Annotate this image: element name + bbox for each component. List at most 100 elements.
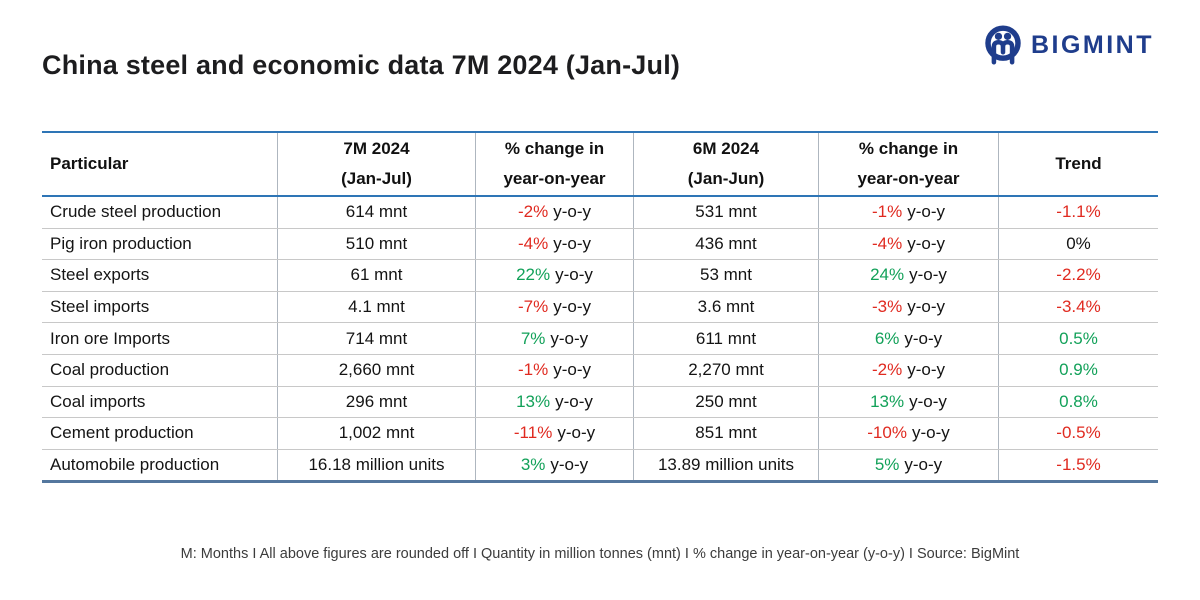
pct-change-6m-value: 24% <box>870 265 905 285</box>
trend-value: -2.2% <box>1056 265 1101 285</box>
cell-6m-change: -4% y-o-y <box>818 228 998 260</box>
pct-change-7m-value: 7% <box>520 328 546 348</box>
cell-6m-value: 250 mnt <box>633 386 818 418</box>
yoy-suffix: y-o-y <box>907 297 945 317</box>
pct-change-6m-value: 6% <box>874 328 900 348</box>
cell-7m-value: 296 mnt <box>277 386 475 418</box>
cell-6m-change: -10% y-o-y <box>818 418 998 449</box>
yoy-suffix: y-o-y <box>911 423 950 443</box>
yoy-suffix: y-o-y <box>909 391 947 411</box>
cell-7m-change: 7% y-o-y <box>475 323 633 354</box>
trend-value: 0.9% <box>1059 360 1098 380</box>
yoy-suffix: y-o-y <box>550 328 589 348</box>
pct-change-7m-value: -2% <box>517 202 549 222</box>
pct-change-7m-value: -11% <box>513 423 553 443</box>
cell-7m-value: 16.18 million units <box>277 449 475 481</box>
cell-trend: 0% <box>998 228 1158 260</box>
yoy-suffix: y-o-y <box>907 202 945 222</box>
cell-trend: 0.5% <box>998 323 1158 354</box>
cell-6m-value: 2,270 mnt <box>633 354 818 386</box>
cell-6m-value: 531 mnt <box>633 197 818 228</box>
cell-trend: -0.5% <box>998 418 1158 449</box>
cell-6m-change: -3% y-o-y <box>818 291 998 323</box>
cell-trend: -1.5% <box>998 449 1158 481</box>
table-body: Crude steel production 614 mnt -2% y-o-y… <box>42 197 1158 484</box>
table-row: Cement production 1,002 mnt -11% y-o-y 8… <box>42 418 1158 450</box>
yoy-suffix: y-o-y <box>909 265 947 285</box>
cell-trend: 0.8% <box>998 386 1158 418</box>
pct-change-6m-value: -10% <box>867 423 907 443</box>
cell-particular: Coal imports <box>50 391 146 411</box>
yoy-suffix: y-o-y <box>907 233 945 253</box>
cell-particular: Automobile production <box>50 455 220 475</box>
cell-7m-change: -2% y-o-y <box>475 197 633 228</box>
header-trend: Trend <box>998 133 1158 195</box>
cell-7m-value: 4.1 mnt <box>277 291 475 323</box>
trend-value: -3.4% <box>1056 297 1101 317</box>
header-particular: Particular <box>50 154 129 174</box>
table-row: Automobile production 16.18 million unit… <box>42 449 1158 484</box>
cell-7m-change: -4% y-o-y <box>475 228 633 260</box>
pct-change-7m-value: 3% <box>520 455 546 475</box>
cell-6m-change: 5% y-o-y <box>818 449 998 481</box>
cell-particular: Cement production <box>50 423 194 443</box>
yoy-suffix: y-o-y <box>904 328 943 348</box>
trend-value: 0.5% <box>1059 328 1098 348</box>
cell-6m-change: 6% y-o-y <box>818 323 998 354</box>
pct-change-6m-value: -2% <box>871 360 903 380</box>
cell-particular: Coal production <box>50 360 170 380</box>
pct-change-7m-value: 22% <box>516 265 551 285</box>
trend-value: 0.8% <box>1059 391 1098 411</box>
yoy-suffix: y-o-y <box>907 360 945 380</box>
trend-value: -1.1% <box>1056 202 1101 222</box>
cell-6m-value: 436 mnt <box>633 228 818 260</box>
yoy-suffix: y-o-y <box>904 455 943 475</box>
cell-7m-value: 510 mnt <box>277 228 475 260</box>
cell-6m-change: 13% y-o-y <box>818 386 998 418</box>
cell-particular: Crude steel production <box>50 202 222 222</box>
pct-change-6m-value: -1% <box>871 202 903 222</box>
table-row: Pig iron production 510 mnt -4% y-o-y 43… <box>42 228 1158 261</box>
yoy-suffix: y-o-y <box>553 233 591 253</box>
cell-trend: -1.1% <box>998 197 1158 228</box>
pct-change-7m-value: -1% <box>517 360 549 380</box>
header-7m-2024: 7M 2024 (Jan-Jul) <box>277 133 475 195</box>
cell-trend: -2.2% <box>998 260 1158 291</box>
table-row: Coal production 2,660 mnt -1% y-o-y 2,27… <box>42 354 1158 387</box>
cell-7m-value: 614 mnt <box>277 197 475 228</box>
header-pct-change-6m: % change in year-on-year <box>818 133 998 195</box>
header-pct-change-7m: % change in year-on-year <box>475 133 633 195</box>
trend-value: -1.5% <box>1056 455 1101 475</box>
table-row: Crude steel production 614 mnt -2% y-o-y… <box>42 197 1158 229</box>
data-table: Particular 7M 2024 (Jan-Jul) % change in… <box>42 131 1158 484</box>
cell-6m-value: 611 mnt <box>633 323 818 354</box>
cell-trend: -3.4% <box>998 291 1158 323</box>
table-row: Steel exports 61 mnt 22% y-o-y 53 mnt 24… <box>42 260 1158 292</box>
cell-6m-change: -2% y-o-y <box>818 354 998 386</box>
table-row: Coal imports 296 mnt 13% y-o-y 250 mnt 1… <box>42 386 1158 419</box>
cell-6m-value: 53 mnt <box>633 260 818 291</box>
cell-7m-change: 22% y-o-y <box>475 260 633 291</box>
cell-trend: 0.9% <box>998 354 1158 386</box>
pct-change-6m-value: 13% <box>870 391 905 411</box>
cell-particular: Steel exports <box>50 265 150 285</box>
bigmint-two-people-icon <box>983 24 1023 66</box>
cell-7m-value: 1,002 mnt <box>277 418 475 449</box>
cell-7m-change: -7% y-o-y <box>475 291 633 323</box>
cell-7m-value: 2,660 mnt <box>277 354 475 386</box>
cell-7m-change: 3% y-o-y <box>475 449 633 481</box>
table-row: Iron ore Imports 714 mnt 7% y-o-y 611 mn… <box>42 323 1158 355</box>
pct-change-7m-value: 13% <box>516 391 551 411</box>
pct-change-7m-value: -7% <box>517 297 549 317</box>
cell-6m-change: 24% y-o-y <box>818 260 998 291</box>
footer-note: M: Months I All above figures are rounde… <box>180 546 1020 562</box>
cell-6m-value: 851 mnt <box>633 418 818 449</box>
pct-change-7m-value: -4% <box>517 233 549 253</box>
yoy-suffix: y-o-y <box>553 202 591 222</box>
pct-change-6m-value: 5% <box>874 455 900 475</box>
cell-6m-value: 3.6 mnt <box>633 291 818 323</box>
bigmint-logo: BIGMINT <box>983 24 1154 66</box>
bigmint-wordmark: BIGMINT <box>1030 30 1154 59</box>
yoy-suffix: y-o-y <box>557 423 596 443</box>
pct-change-6m-value: -3% <box>871 297 903 317</box>
